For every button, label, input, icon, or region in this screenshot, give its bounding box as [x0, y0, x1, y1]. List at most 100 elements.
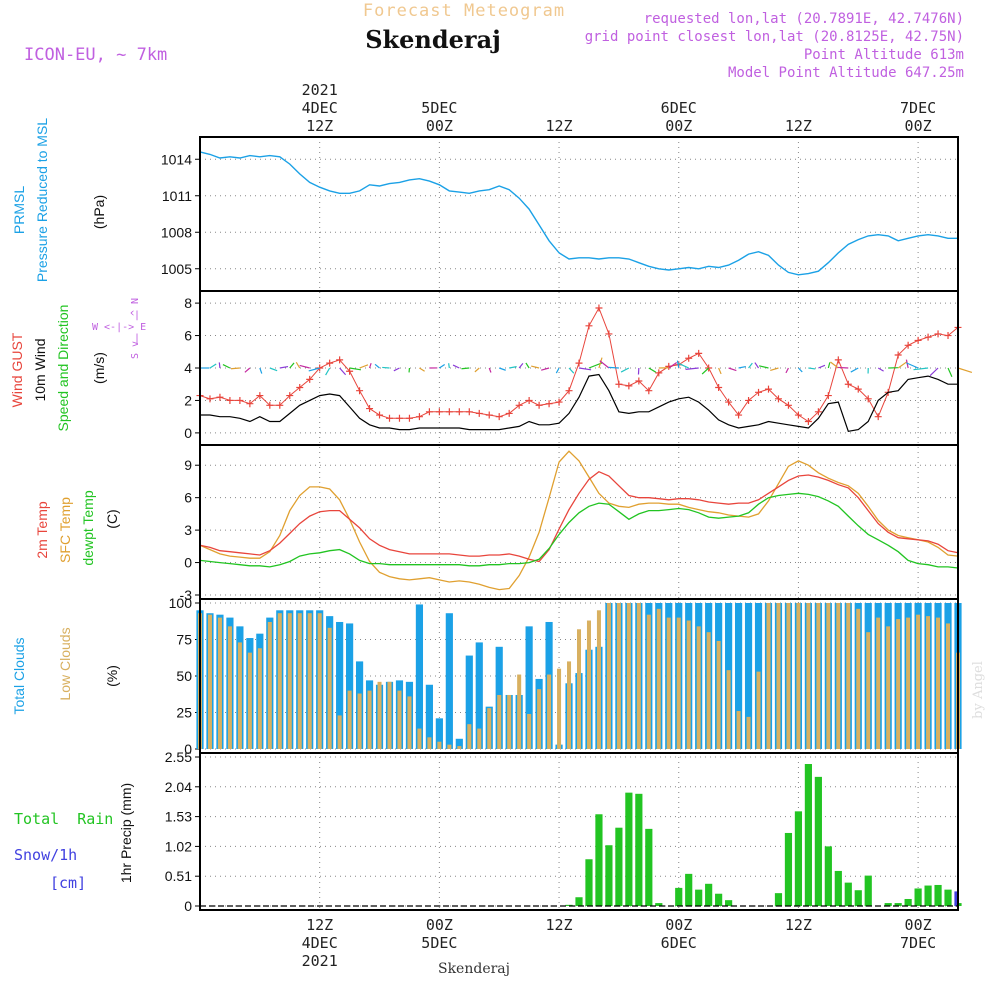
cloud-low-bar	[776, 603, 781, 749]
compass-arrow-up: ^	[130, 310, 141, 316]
wind-direction-arrow	[568, 367, 575, 374]
cloud-low-bar	[646, 614, 651, 749]
cloud-total-bar	[744, 603, 753, 749]
bottom-time-label: 12Z	[785, 916, 812, 934]
cloud-low-bar	[856, 608, 861, 749]
y-tick-label: 3	[184, 522, 192, 538]
wind-direction-arrow	[668, 362, 678, 369]
top-time-label: 7DEC	[900, 99, 936, 117]
wind-direction-arrow	[555, 367, 560, 374]
rain-bar	[904, 898, 912, 906]
y-tick-label: 25	[176, 705, 192, 721]
gust-marker	[685, 354, 693, 362]
rain-bar	[864, 875, 872, 906]
bottom-time-label: 5DEC	[421, 934, 457, 952]
cloud-low-bar	[257, 648, 262, 749]
gust-marker	[505, 409, 513, 417]
gust-marker	[914, 336, 922, 344]
cloud-low-bar	[586, 620, 591, 749]
wind-direction-arrow	[448, 363, 450, 369]
y-tick-label: 2	[184, 392, 192, 408]
wind-label-speed-dir: Speed and Direction	[55, 305, 71, 432]
wind-direction-arrow	[620, 367, 630, 373]
wind-direction-arrow	[599, 360, 610, 369]
temp-label-2m: 2m Temp	[34, 501, 50, 559]
wind-direction-arrow	[452, 364, 460, 369]
cloud-low-bar	[387, 681, 392, 749]
rain-bar	[924, 885, 932, 906]
y-tick-label: 1008	[161, 224, 192, 240]
cloud-low-bar	[906, 617, 911, 749]
y-tick-label: 0	[184, 898, 192, 914]
top-time-label: 00Z	[426, 117, 453, 135]
wind-direction-arrow	[770, 367, 779, 371]
gust-marker	[605, 330, 613, 338]
gust-marker	[276, 401, 284, 409]
gust-marker	[236, 396, 244, 404]
gust-marker	[515, 401, 523, 409]
cloud-low-bar	[726, 670, 731, 749]
precip-label-rain: Total Rain	[14, 810, 113, 828]
gust-marker	[475, 409, 483, 417]
top-time-label: 6DEC	[661, 99, 697, 117]
temp-2m-line	[199, 470, 959, 563]
gust-marker	[794, 411, 802, 419]
gust-marker	[745, 396, 753, 404]
bottom-time-label: 6DEC	[661, 934, 697, 952]
rain-bar	[824, 846, 832, 906]
rain-bar	[715, 893, 723, 906]
cloud-low-bar	[377, 681, 382, 749]
y-tick-label: 8	[184, 295, 192, 311]
wind-direction-arrow	[279, 365, 289, 369]
gust-marker	[894, 351, 902, 359]
wind-direction-arrow	[461, 367, 470, 370]
gust-marker	[784, 401, 792, 409]
gust-marker	[934, 330, 942, 338]
gust-marker	[645, 387, 653, 395]
cloud-low-bar	[487, 708, 492, 749]
panel-frame	[199, 136, 959, 292]
pressure-label-prmsl: PRMSL	[11, 186, 27, 234]
temp-label-dewpt: dewpt Temp	[80, 490, 96, 565]
gust-marker	[336, 356, 344, 364]
y-tick-label: 1.02	[165, 838, 192, 854]
bottom-time-label: 00Z	[426, 916, 453, 934]
wind-direction-arrow	[230, 367, 240, 370]
closest-coords: grid point closest lon,lat (20.8125E, 42…	[585, 29, 964, 45]
y-tick-label: 6	[184, 328, 192, 344]
rain-bar	[914, 888, 922, 906]
gust-marker	[366, 405, 374, 413]
gust-marker	[864, 395, 872, 403]
gust-marker	[854, 385, 862, 393]
cloud-low-bar	[866, 632, 871, 749]
y-tick-label: 0	[184, 425, 192, 441]
wind-direction-arrow	[808, 367, 816, 370]
gust-marker	[804, 418, 812, 426]
cloud-low-bar	[397, 690, 402, 749]
bottom-time-label: 00Z	[905, 916, 932, 934]
precip-label-axis: 1hr Precip (mm)	[118, 783, 134, 883]
rain-bar	[575, 897, 583, 906]
cloud-low-bar	[247, 652, 252, 749]
cloud-low-bar	[666, 617, 671, 749]
cloud-low-bar	[267, 621, 272, 749]
cloud-low-bar	[886, 626, 891, 749]
bottom-time-label: 12Z	[546, 916, 573, 934]
y-tick-label: 0	[184, 555, 192, 571]
bottom-time-label: 00Z	[665, 916, 692, 934]
bottom-time-label: 4DEC	[302, 934, 338, 952]
gust-marker	[874, 413, 882, 421]
wind-direction-arrow	[325, 367, 331, 376]
gust-marker	[525, 396, 533, 404]
wind-direction-arrow	[269, 367, 278, 372]
gust-marker	[395, 414, 403, 422]
panel-frame	[199, 752, 959, 911]
rain-bar	[685, 873, 693, 906]
wind-direction-arrow	[850, 367, 859, 373]
rain-bar	[655, 903, 663, 906]
gust-marker	[356, 387, 364, 395]
gust-marker	[575, 359, 583, 367]
wind-direction-arrow	[218, 362, 221, 369]
wind-label-unit: (m/s)	[91, 352, 107, 384]
